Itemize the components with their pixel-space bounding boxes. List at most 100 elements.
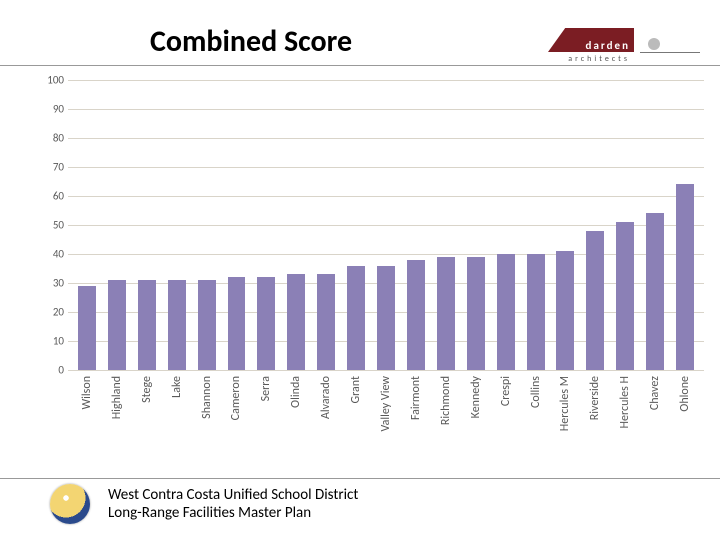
bar-slot: [670, 80, 700, 370]
y-tick-label: 60: [40, 190, 64, 203]
header: Combined Score darden architects: [0, 18, 720, 66]
bar: [287, 274, 305, 370]
bar: [198, 280, 216, 370]
bar: [497, 254, 515, 370]
x-tick-label: Olinda: [289, 376, 303, 408]
footer-text: West Contra Costa Unified School Distric…: [108, 486, 358, 522]
gridline: [68, 370, 704, 371]
x-tick-label: Lake: [170, 376, 184, 398]
x-tick-label: Wilson: [80, 376, 94, 410]
bar: [646, 213, 664, 370]
bar-slot: [222, 80, 252, 370]
bar: [347, 266, 365, 370]
bar: [586, 231, 604, 370]
bar: [467, 257, 485, 370]
y-tick-label: 80: [40, 132, 64, 145]
x-tick-label: Ohlone: [678, 376, 692, 412]
bar-slot: [341, 80, 371, 370]
district-seal-icon: [50, 484, 90, 524]
y-tick-label: 90: [40, 103, 64, 116]
bar-slot: [281, 80, 311, 370]
footer: West Contra Costa Unified School Distric…: [0, 478, 720, 528]
x-label-slot: Riverside: [580, 372, 610, 482]
bar: [527, 254, 545, 370]
x-tick-label: Hercules H: [618, 376, 632, 428]
bar: [108, 280, 126, 370]
bar: [257, 277, 275, 370]
x-tick-label: Fairmont: [409, 376, 423, 420]
y-tick-label: 100: [40, 74, 64, 87]
x-label-slot: Kennedy: [461, 372, 491, 482]
x-tick-label: Collins: [529, 376, 543, 408]
x-tick-label: Stege: [140, 376, 154, 403]
bar-slot: [580, 80, 610, 370]
bar-slot: [431, 80, 461, 370]
bar: [407, 260, 425, 370]
x-tick-label: Highland: [110, 376, 124, 419]
chart-x-labels: Wilson Highland Stege Lake Shannon Cameron Ser…: [68, 372, 704, 482]
x-label-slot: Hercules M: [551, 372, 581, 482]
y-tick-label: 10: [40, 335, 64, 348]
bar: [616, 222, 634, 370]
y-tick-label: 30: [40, 277, 64, 290]
x-label-slot: Highland: [102, 372, 132, 482]
bar-slot: [610, 80, 640, 370]
x-label-slot: Chavez: [640, 372, 670, 482]
x-tick-label: Crespi: [499, 376, 513, 406]
x-label-slot: Cameron: [222, 372, 252, 482]
x-tick-label: Shannon: [200, 376, 214, 419]
bar-slot: [551, 80, 581, 370]
x-label-slot: Lake: [162, 372, 192, 482]
ep-logo: [640, 32, 700, 66]
x-tick-label: Alvarado: [319, 376, 333, 419]
bar: [138, 280, 156, 370]
bar-slot: [251, 80, 281, 370]
x-tick-label: Kennedy: [469, 376, 483, 418]
page-title: Combined Score: [150, 23, 352, 60]
footer-line1: West Contra Costa Unified School Distric…: [108, 486, 358, 504]
bar-slot: [132, 80, 162, 370]
bar-slot: [461, 80, 491, 370]
x-tick-label: Richmond: [439, 376, 453, 425]
x-tick-label: Riverside: [588, 376, 602, 420]
x-label-slot: Serra: [251, 372, 281, 482]
bar-slot: [192, 80, 222, 370]
bar: [317, 274, 335, 370]
x-tick-label: Serra: [259, 376, 273, 401]
bar: [377, 266, 395, 370]
x-label-slot: Grant: [341, 372, 371, 482]
footer-line2: Long-Range Facilities Master Plan: [108, 504, 358, 522]
x-label-slot: Hercules H: [610, 372, 640, 482]
bar-slot: [102, 80, 132, 370]
x-label-slot: Valley View: [371, 372, 401, 482]
x-tick-label: Grant: [349, 376, 363, 403]
bar: [228, 277, 246, 370]
y-tick-label: 70: [40, 161, 64, 174]
x-label-slot: Shannon: [192, 372, 222, 482]
x-label-slot: Stege: [132, 372, 162, 482]
bar: [556, 251, 574, 370]
bar-slot: [311, 80, 341, 370]
logo-group: darden architects: [548, 28, 700, 66]
bars-container: [68, 80, 704, 370]
x-label-slot: Richmond: [431, 372, 461, 482]
bar-slot: [162, 80, 192, 370]
bar: [78, 286, 96, 370]
y-tick-label: 40: [40, 248, 64, 261]
y-tick-label: 20: [40, 306, 64, 319]
x-tick-label: Hercules M: [558, 376, 572, 431]
x-label-slot: Olinda: [281, 372, 311, 482]
x-tick-label: Cameron: [229, 376, 243, 420]
x-label-slot: Ohlone: [670, 372, 700, 482]
bar-slot: [521, 80, 551, 370]
bar-slot: [640, 80, 670, 370]
darden-logo: darden architects: [548, 28, 634, 66]
x-label-slot: Collins: [521, 372, 551, 482]
bar: [168, 280, 186, 370]
x-label-slot: Wilson: [72, 372, 102, 482]
y-tick-label: 50: [40, 219, 64, 232]
bar-slot: [401, 80, 431, 370]
bar: [437, 257, 455, 370]
bar: [676, 184, 694, 370]
x-label-slot: Fairmont: [401, 372, 431, 482]
